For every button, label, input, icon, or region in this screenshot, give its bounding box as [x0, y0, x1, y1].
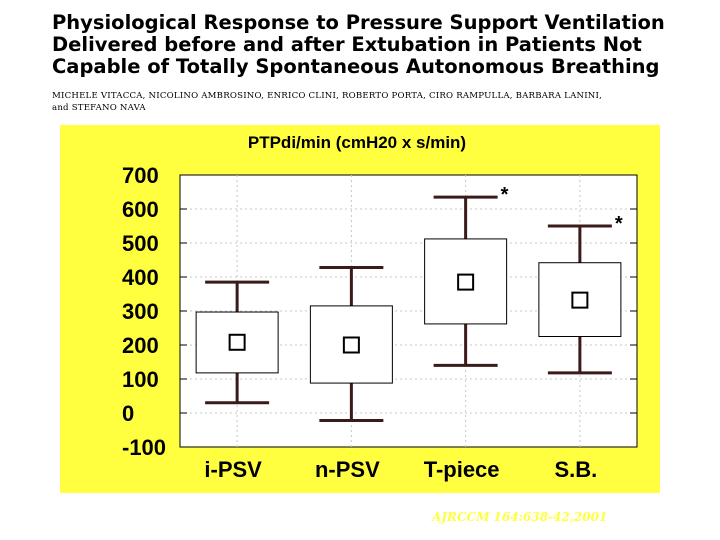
y-tick-label: 300	[122, 299, 159, 324]
box-group	[195, 280, 279, 405]
chart-title: PTPdi/min (cmH20 x s/min)	[248, 133, 466, 152]
x-tick-label: T-piece	[424, 457, 500, 482]
box	[195, 311, 279, 374]
title-line: Delivered before and after Extubation in…	[52, 33, 642, 56]
title-line: Physiological Response to Pressure Suppo…	[52, 11, 665, 34]
y-tick-label: 400	[122, 265, 159, 290]
author-line: and STEFANO NAVA	[52, 103, 146, 113]
citation: AJRCCM 164:638-42,2001	[432, 510, 608, 524]
x-tick-label: S.B.	[554, 457, 597, 482]
box-group: *	[424, 184, 509, 367]
author-line: MICHELE VITACCA, NICOLINO AMBROSINO, ENR…	[52, 91, 603, 101]
y-tick-label: 700	[122, 163, 159, 188]
title-line: Capable of Totally Spontaneous Autonomou…	[52, 55, 660, 78]
author-list: MICHELE VITACCA, NICOLINO AMBROSINO, ENR…	[52, 90, 712, 114]
median-marker	[342, 336, 360, 354]
box-series: **	[195, 184, 623, 422]
x-tick-label: i-PSV	[204, 457, 262, 482]
median-marker	[457, 273, 475, 291]
box-plot-chart: PTPdi/min (cmH20 x s/min) -100 0 100 200 300…	[122, 133, 638, 482]
y-axis-ticks: -100 0 100 200 300 400 500 600 700	[122, 163, 637, 460]
box-group: *	[538, 213, 623, 375]
y-tick-label: 200	[122, 333, 159, 358]
y-tick-label: 0	[122, 401, 134, 426]
y-tick-label: 500	[122, 231, 159, 256]
slide-title: Physiological Response to Pressure Suppo…	[52, 12, 712, 78]
significance-marker: *	[501, 184, 509, 206]
median-marker	[571, 291, 589, 309]
chart-panel: PTPdi/min (cmH20 x s/min) -100 0 100 200 300…	[60, 125, 660, 493]
x-tick-label: n-PSV	[315, 457, 380, 482]
significance-marker: *	[615, 213, 623, 235]
y-tick-label: -100	[122, 435, 166, 460]
x-axis-ticks: i-PSV n-PSV T-piece S.B.	[204, 457, 597, 482]
median-marker	[228, 333, 246, 351]
y-tick-label: 600	[122, 197, 159, 222]
y-tick-label: 100	[122, 367, 159, 392]
box-group	[309, 265, 393, 422]
